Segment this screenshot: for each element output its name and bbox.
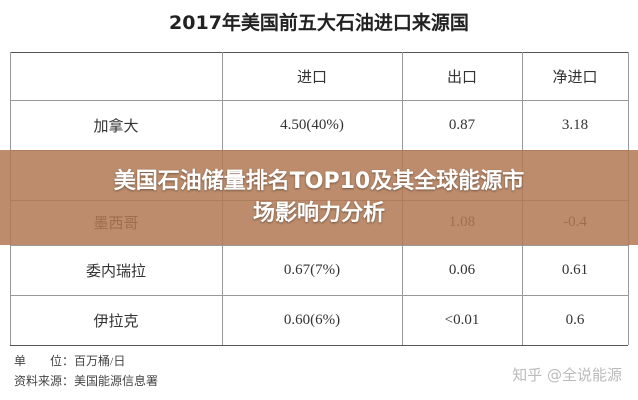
table-cell: 伊拉克: [93, 313, 139, 330]
row-line: [10, 295, 628, 296]
table-cell: 加拿大: [93, 118, 139, 135]
table-cell: 0.6: [565, 311, 585, 328]
watermark: 知乎 @全说能源: [512, 366, 622, 384]
banner: 美国石油储量排名TOP10及其全球能源市 场影响力分析: [0, 150, 638, 245]
banner-line: 美国石油储量排名TOP10及其全球能源市: [113, 168, 525, 194]
table-cell: 0.87: [448, 116, 476, 133]
table-cell: 0.06: [448, 261, 476, 278]
header-cell: 净进口: [552, 69, 598, 86]
row-line: [10, 52, 628, 53]
table-cell: 0.67(7%): [283, 261, 341, 278]
row-line: [10, 100, 628, 101]
table-cell: <0.01: [444, 311, 480, 328]
table-cell: 委内瑞拉: [85, 263, 146, 280]
table-cell: 3.18: [561, 116, 589, 133]
note: 资料来源：美国能源信息署: [14, 374, 159, 388]
header-cell: 出口: [446, 69, 477, 86]
header-cell: 进口: [296, 69, 327, 86]
table-cell: 0.60(6%): [283, 311, 341, 328]
row-line: [10, 345, 628, 346]
table-cell: 4.50(40%): [280, 116, 344, 133]
banner-line: 场影响力分析: [252, 200, 385, 226]
table-cell: 0.61: [561, 261, 589, 278]
row-line: [10, 245, 628, 246]
table-title: 2017年美国前五大石油进口来源国: [169, 12, 469, 34]
note: 单 位：百万桶/日: [14, 354, 126, 368]
